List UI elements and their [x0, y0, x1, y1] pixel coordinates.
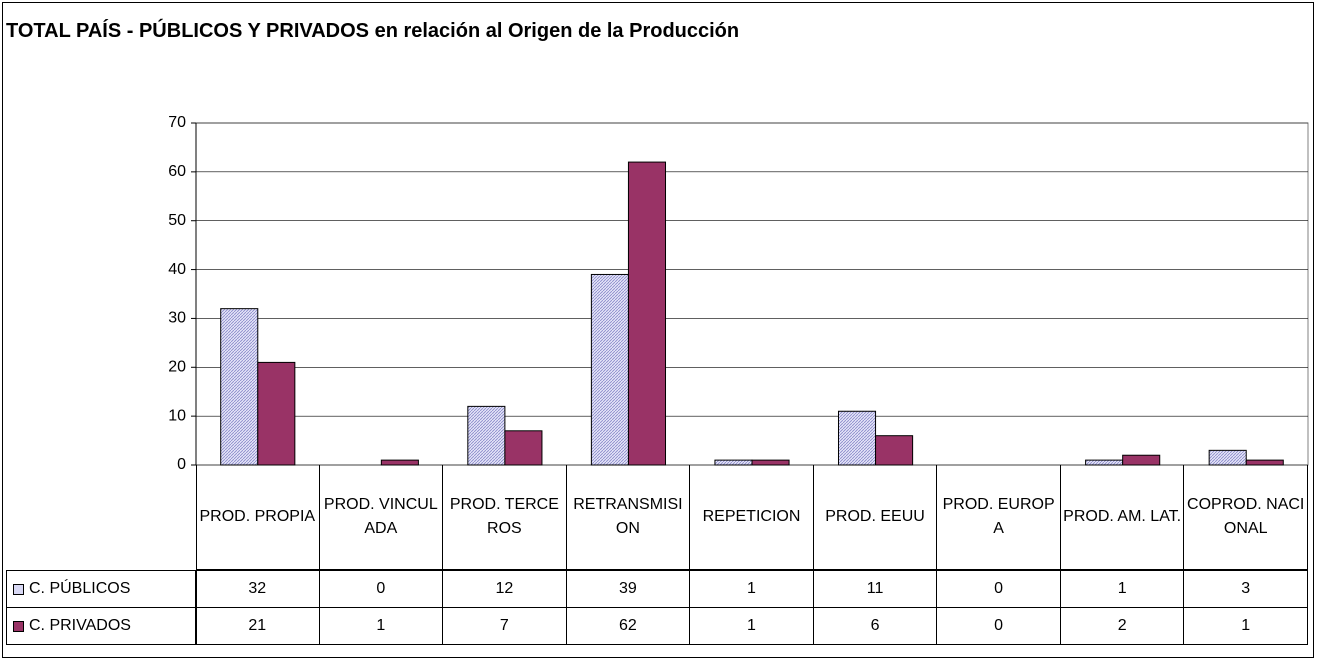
- table-value: 3: [1184, 570, 1308, 608]
- bar: [751, 459, 790, 466]
- table-value: 2: [1060, 608, 1185, 645]
- bar: [627, 161, 667, 466]
- table-value: 0: [319, 570, 444, 608]
- bar: [1122, 454, 1161, 466]
- table-value: 7: [443, 608, 567, 645]
- category-label: PROD. EUROPA: [937, 465, 1061, 570]
- table-value: 1: [1060, 570, 1185, 608]
- category-label: PROD. PROPIA: [196, 465, 320, 570]
- table-value: 1: [319, 608, 444, 645]
- chart-title: TOTAL PAÍS - PÚBLICOS Y PRIVADOS en rela…: [6, 20, 740, 42]
- bar: [1208, 449, 1247, 466]
- plot-area: [195, 122, 1309, 466]
- bar: [467, 405, 506, 466]
- table-value: 1: [690, 570, 814, 608]
- bar: [875, 435, 914, 466]
- y-tick-label: 0: [177, 456, 186, 473]
- y-tick-label: 20: [168, 359, 186, 376]
- table-value: 11: [813, 570, 938, 608]
- category-label: PROD. VINCULADA: [319, 465, 444, 570]
- y-tick-label: 30: [168, 310, 186, 327]
- bar: [1245, 459, 1284, 466]
- table-value: 32: [196, 570, 320, 608]
- y-tick-label: 70: [168, 114, 186, 131]
- table-left-border: [196, 465, 197, 645]
- table-value: 6: [813, 608, 938, 645]
- legend-key: [13, 620, 24, 632]
- y-tick-label: 40: [168, 261, 186, 278]
- y-tick-label: 10: [168, 407, 186, 424]
- table-value: 39: [566, 570, 691, 608]
- bar: [504, 430, 543, 466]
- y-tick-label: 60: [168, 163, 186, 180]
- legend-key: [13, 583, 24, 595]
- table-value: 12: [443, 570, 567, 608]
- category-label: PROD. AM. LAT.: [1060, 465, 1185, 570]
- y-tick-label: 50: [168, 212, 186, 229]
- table-value: 1: [690, 608, 814, 645]
- category-label: REPETICION: [690, 465, 814, 570]
- legend-cell: C. PRIVADOS: [6, 608, 196, 645]
- legend-label: C. PRIVADOS: [29, 617, 131, 634]
- category-label: RETRANSMISION: [566, 465, 691, 570]
- bar: [837, 410, 877, 466]
- bar: [380, 459, 419, 466]
- legend-cell: C. PÚBLICOS: [6, 570, 196, 608]
- bar: [590, 273, 629, 466]
- category-label: PROD. TERCEROS: [443, 465, 567, 570]
- category-label: COPROD. NACIONAL: [1184, 465, 1308, 570]
- bar: [257, 361, 296, 466]
- table-value: 0: [937, 608, 1061, 645]
- table-value: 0: [937, 570, 1061, 608]
- table-value: 1: [1184, 608, 1308, 645]
- bar: [220, 308, 259, 466]
- table-value: 62: [566, 608, 691, 645]
- table-value: 21: [196, 608, 320, 645]
- legend-label: C. PÚBLICOS: [29, 580, 131, 597]
- category-label: PROD. EEUU: [813, 465, 938, 570]
